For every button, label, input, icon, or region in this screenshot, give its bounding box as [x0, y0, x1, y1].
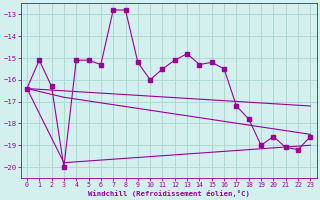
X-axis label: Windchill (Refroidissement éolien,°C): Windchill (Refroidissement éolien,°C)	[88, 190, 250, 197]
